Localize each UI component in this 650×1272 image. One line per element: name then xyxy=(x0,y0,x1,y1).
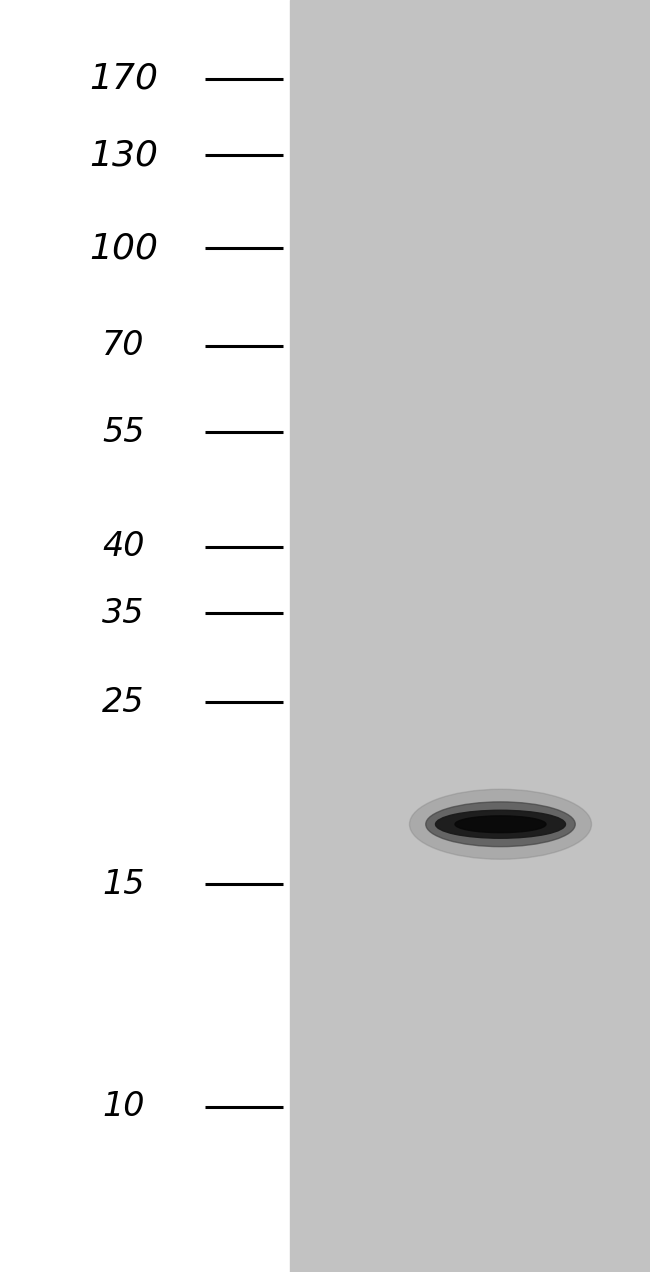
Text: 35: 35 xyxy=(102,597,145,630)
Text: 170: 170 xyxy=(89,62,158,95)
Text: 55: 55 xyxy=(102,416,145,449)
Ellipse shape xyxy=(455,815,546,833)
Ellipse shape xyxy=(436,810,566,838)
Text: 10: 10 xyxy=(102,1090,145,1123)
Text: 100: 100 xyxy=(89,232,158,265)
Ellipse shape xyxy=(410,789,592,860)
Text: 40: 40 xyxy=(102,530,145,563)
Bar xyxy=(0,0,290,1272)
Text: 15: 15 xyxy=(102,868,145,901)
Text: 25: 25 xyxy=(102,686,145,719)
Text: 130: 130 xyxy=(89,139,158,172)
Ellipse shape xyxy=(426,801,575,847)
Text: 70: 70 xyxy=(102,329,145,363)
Bar xyxy=(290,0,650,1272)
